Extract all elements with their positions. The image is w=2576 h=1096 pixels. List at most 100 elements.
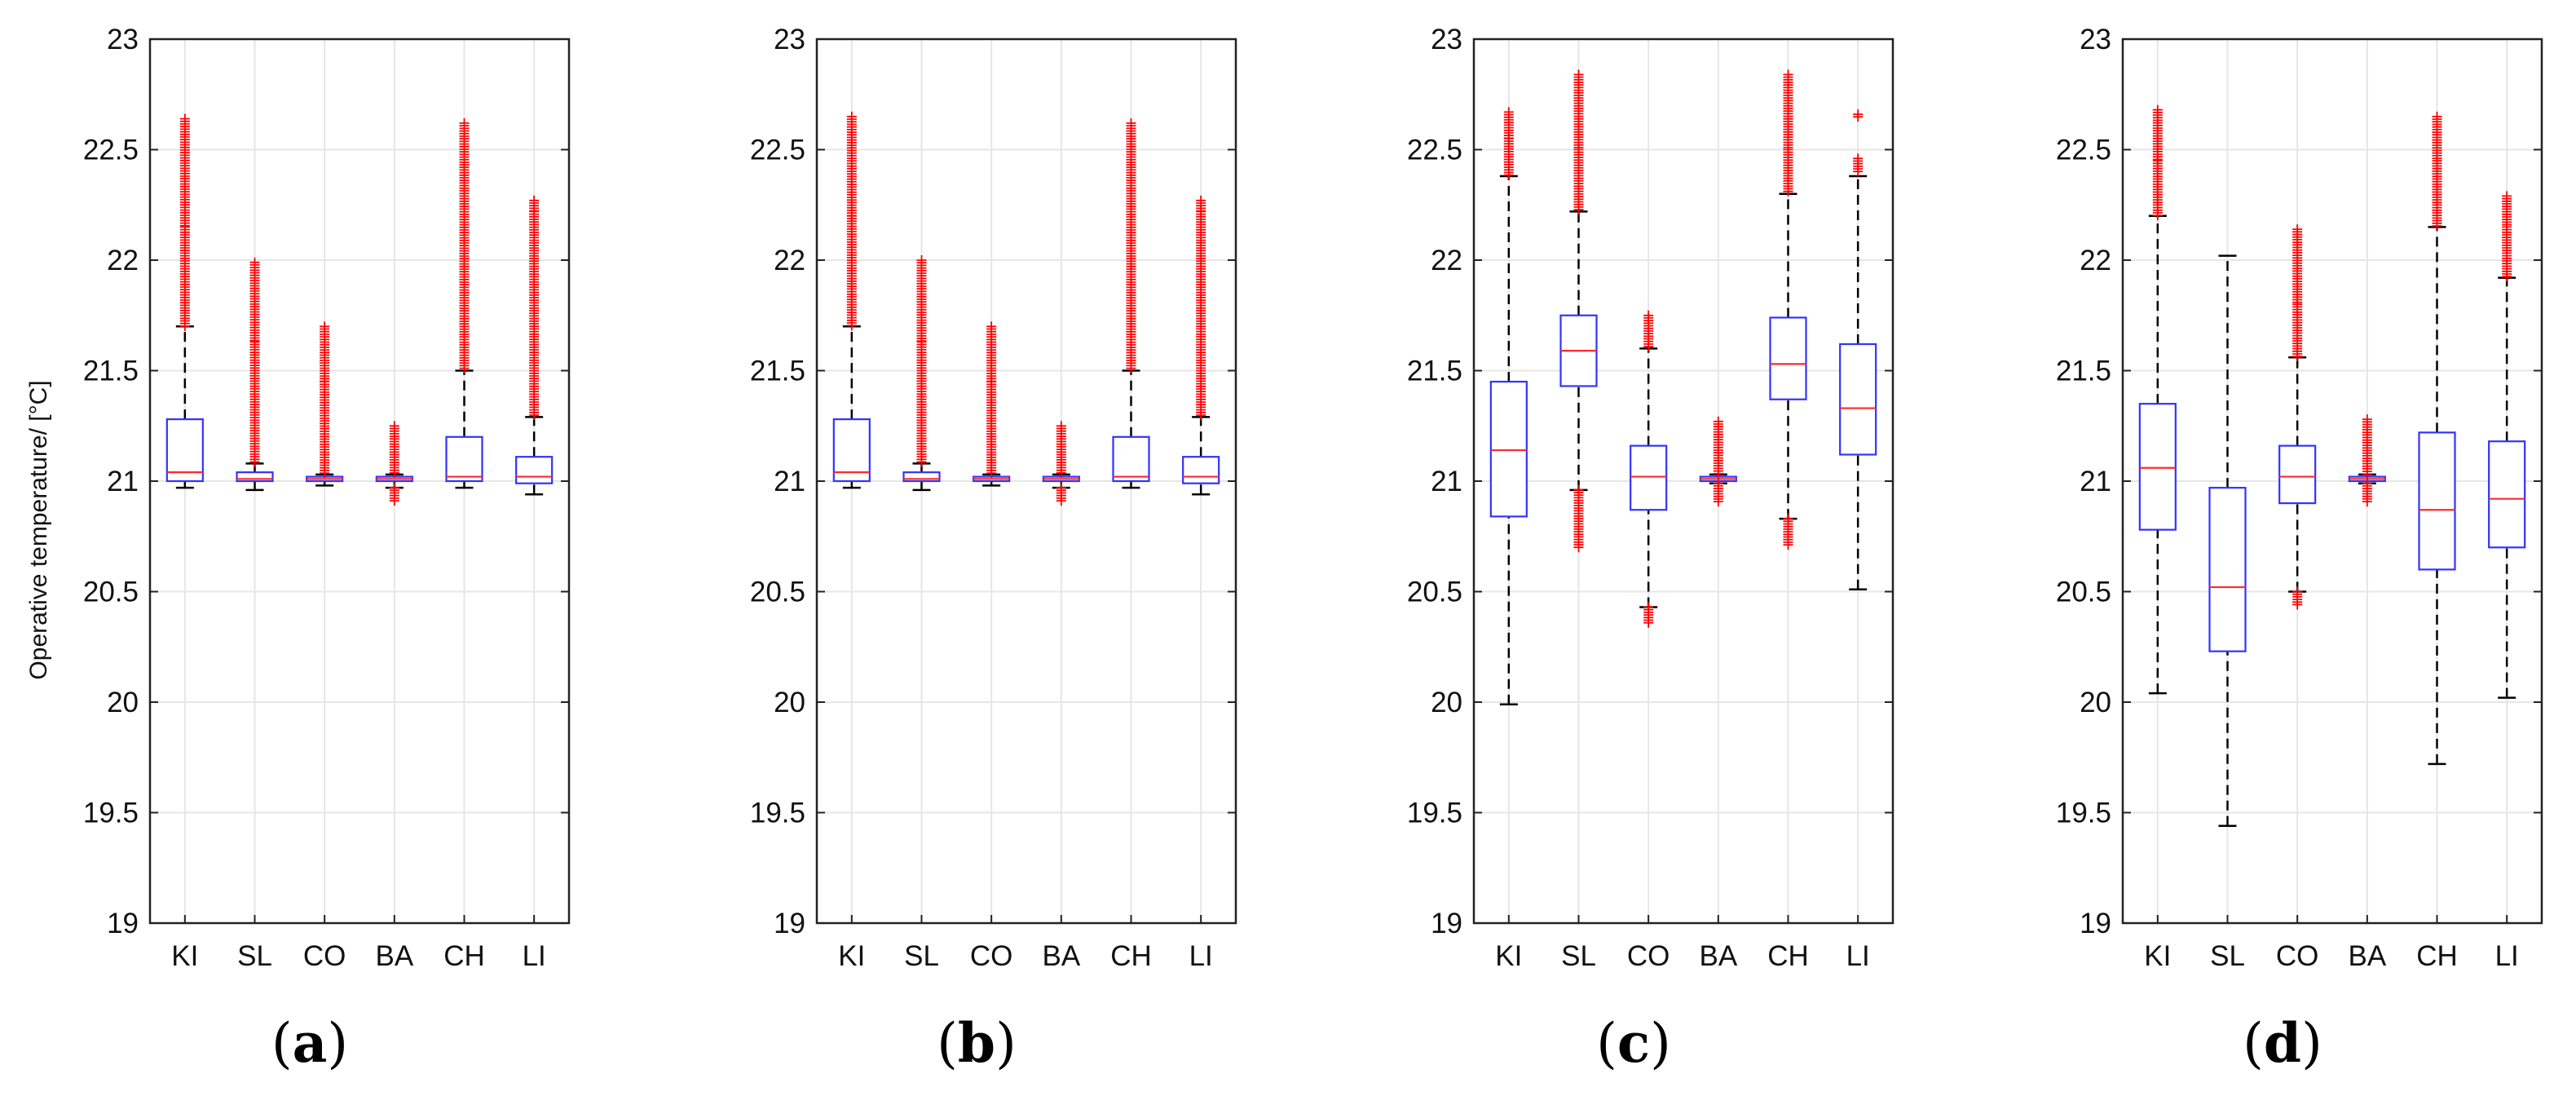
outlier-markers: [1713, 416, 1723, 479]
box-iqr: [1182, 456, 1220, 484]
box-iqr: [236, 471, 274, 483]
outlier-markers: [1573, 484, 1584, 553]
y-tick-label: 23: [774, 24, 805, 55]
x-tick-label: SL: [904, 940, 939, 972]
outlier-markers: [2292, 586, 2303, 610]
outlier-markers: [1196, 206, 1206, 420]
x-tick-label: CH: [443, 940, 485, 972]
outliers: [459, 118, 470, 170]
outliers: [1196, 195, 1206, 216]
outlier-markers: [389, 483, 399, 506]
outliers: [389, 483, 399, 506]
outlier-markers: [1126, 118, 1136, 170]
y-tick-label: 20.5: [83, 577, 139, 608]
x-tick-label: BA: [1042, 940, 1080, 972]
outlier-markers: [846, 111, 857, 221]
outlier-markers: [179, 113, 190, 231]
y-tick-label: 22: [107, 245, 139, 276]
outlier-markers: [1853, 153, 1864, 177]
outliers: [1056, 483, 1066, 506]
box-CH: [1769, 69, 1807, 550]
y-tick-label: 19.5: [1407, 798, 1462, 829]
x-tick-label: SL: [2210, 940, 2245, 972]
box-iqr: [1489, 380, 1528, 518]
box-LI: [1839, 109, 1877, 591]
y-tick-label: 19: [2080, 908, 2111, 939]
box-iqr: [1112, 435, 1150, 483]
outlier-markers: [1573, 144, 1584, 215]
outlier-markers: [249, 337, 260, 467]
y-tick-label: 19.5: [2056, 798, 2111, 829]
outlier-markers: [2362, 414, 2372, 480]
outliers: [320, 377, 330, 479]
outliers: [2152, 104, 2163, 165]
outlier-markers: [2292, 224, 2303, 307]
outlier-markers: [1056, 421, 1066, 478]
outlier-markers: [459, 162, 470, 373]
box-LI: [2488, 191, 2526, 699]
outlier-markers: [2432, 156, 2442, 231]
outliers: [249, 257, 260, 346]
box-BA: [1042, 421, 1080, 506]
outliers: [1853, 153, 1864, 177]
box-CH: [445, 118, 483, 489]
outlier-markers: [389, 421, 399, 478]
x-tick-label: KI: [1495, 940, 1522, 972]
y-tick-label: 21.5: [2056, 356, 2111, 387]
outliers: [2362, 414, 2372, 480]
x-tick-label: LI: [1189, 940, 1213, 972]
x-tick-label: CO: [303, 940, 346, 972]
x-tick-label: LI: [2495, 940, 2519, 972]
outliers: [529, 195, 540, 216]
box-LI: [515, 195, 554, 496]
outlier-markers: [459, 118, 470, 170]
outlier-markers: [1056, 483, 1066, 506]
box-SL: [236, 257, 274, 492]
y-tick-label: 21: [107, 466, 139, 497]
outlier-markers: [2152, 156, 2163, 221]
y-tick-label: 19: [774, 908, 805, 939]
outlier-markers: [916, 337, 927, 467]
x-tick-label: SL: [237, 940, 272, 972]
outliers: [1196, 206, 1206, 420]
outliers: [249, 337, 260, 467]
box-LI: [1182, 195, 1220, 496]
outliers: [1573, 484, 1584, 553]
boxplot-panel-b: 19 19.5 20 20.5 21 21.5 22 22.5 23 KI SL CO BA CH LI: [750, 24, 1237, 972]
outliers: [179, 113, 190, 231]
outliers: [389, 421, 399, 478]
y-tick-label: 19: [107, 908, 139, 939]
outliers: [1503, 107, 1514, 144]
x-tick-label: BA: [375, 940, 413, 972]
outliers: [2292, 586, 2303, 610]
y-tick-label: 20.5: [750, 577, 805, 608]
box-iqr: [515, 456, 554, 484]
box-iqr: [2278, 444, 2317, 505]
y-tick-label: 21: [1431, 466, 1462, 497]
box-iqr: [1769, 316, 1807, 400]
outlier-markers: [1643, 602, 1654, 628]
box-iqr: [1839, 342, 1877, 456]
x-tick-label: BA: [2348, 940, 2386, 972]
outlier-markers: [846, 210, 857, 331]
box-iqr: [2208, 487, 2247, 652]
box-CO: [306, 321, 344, 487]
y-tick-label: 20.5: [2056, 577, 2111, 608]
box-CO: [2278, 224, 2317, 610]
y-tick-label: 20: [2080, 687, 2111, 718]
outlier-markers: [1713, 478, 1723, 507]
outlier-markers: [1853, 109, 1864, 122]
box-iqr: [832, 418, 871, 483]
box-KI: [1489, 107, 1528, 705]
outliers: [1573, 144, 1584, 215]
y-tick-label: 22.5: [2056, 135, 2111, 166]
outlier-markers: [2292, 299, 2303, 362]
box-BA: [375, 421, 413, 506]
y-tick-label: 21.5: [1407, 356, 1462, 387]
outliers: [1643, 602, 1654, 628]
box-iqr: [902, 471, 941, 483]
outliers: [1126, 162, 1136, 373]
y-tick-label: 22: [2080, 245, 2111, 276]
outlier-markers: [249, 257, 260, 346]
